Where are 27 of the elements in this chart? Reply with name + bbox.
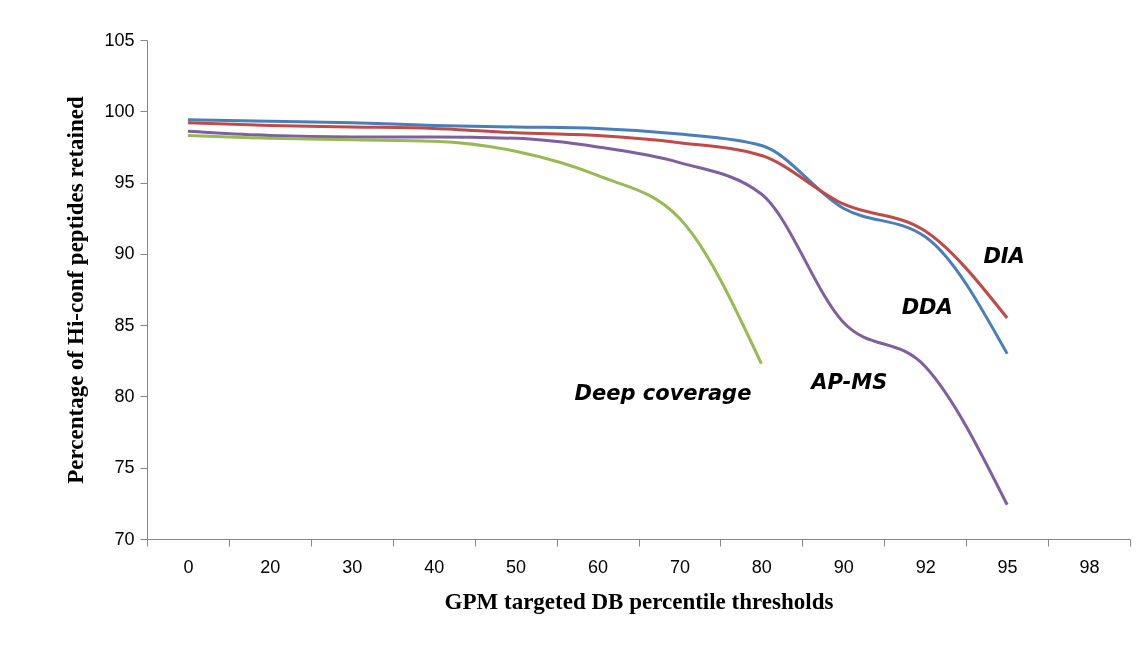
- x-tick-label: 30: [342, 556, 363, 577]
- y-tick-label: 105: [104, 29, 135, 50]
- x-tick-label: 92: [915, 556, 936, 577]
- series-label: AP-MS: [809, 370, 888, 395]
- y-axis-title: Percentage of Hi-conf peptides retained: [63, 96, 89, 484]
- x-tick-label: 60: [588, 556, 609, 577]
- x-tick-label: 80: [751, 556, 772, 577]
- y-tick-label: 95: [114, 172, 135, 193]
- y-tick-label: 70: [114, 528, 135, 549]
- series-label: DIA: [983, 244, 1025, 269]
- x-tick-label: 50: [506, 556, 527, 577]
- series-label: DDA: [901, 294, 953, 319]
- y-tick-label: 80: [114, 385, 135, 406]
- x-tick-label: 70: [669, 556, 690, 577]
- x-tick-label: 98: [1079, 556, 1100, 577]
- y-tick-label: 85: [114, 314, 135, 335]
- x-tick-label: 0: [183, 556, 194, 577]
- x-tick-label: 40: [424, 556, 445, 577]
- y-tick-label: 75: [114, 457, 135, 478]
- y-tick-label: 100: [104, 100, 135, 121]
- x-tick-label: 95: [997, 556, 1018, 577]
- line-series: [186, 134, 763, 366]
- x-tick-label: 90: [833, 556, 854, 577]
- x-tick-label: 20: [260, 556, 281, 577]
- y-tick-label: 90: [114, 243, 135, 264]
- series-label: Deep coverage: [574, 380, 752, 405]
- x-axis-title: GPM targeted DB percentile thresholds: [444, 588, 834, 614]
